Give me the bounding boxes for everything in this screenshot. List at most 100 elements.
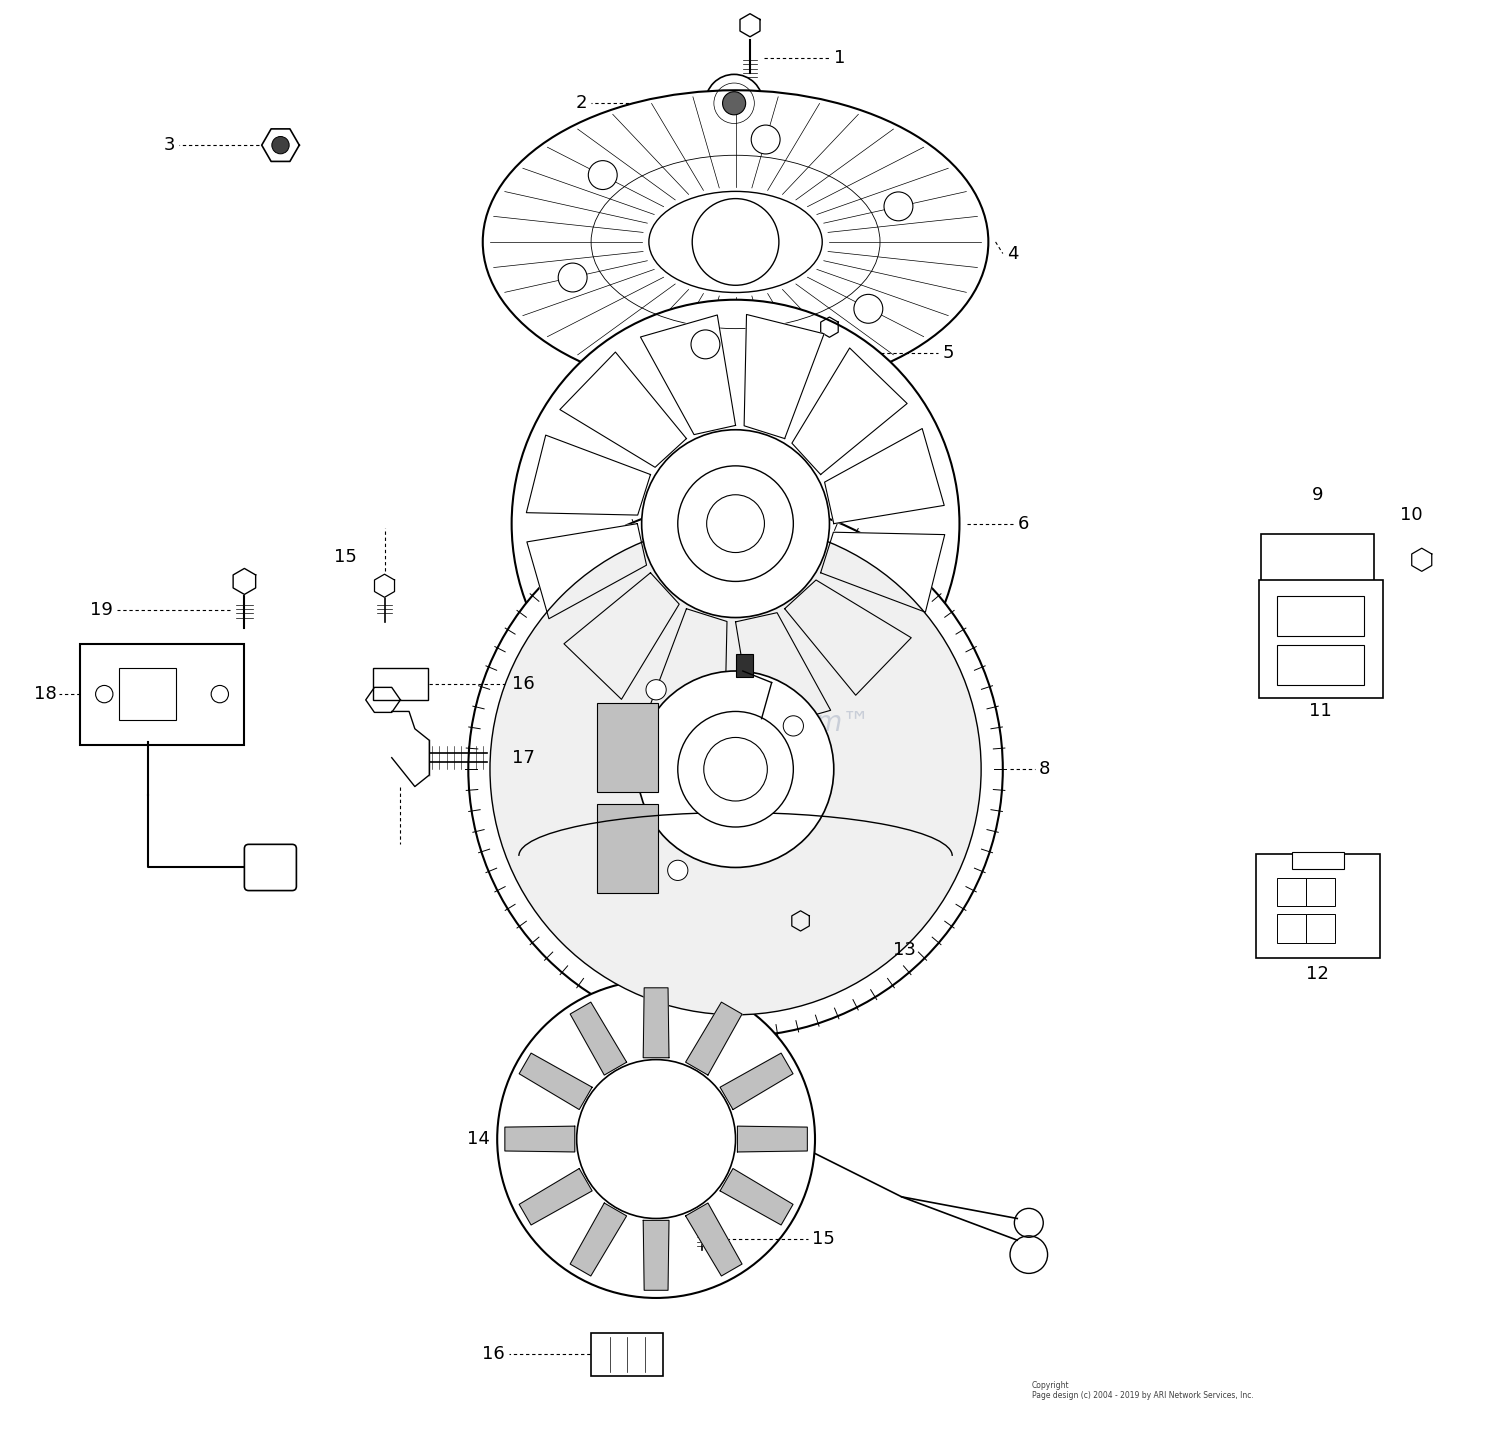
Polygon shape <box>738 1126 807 1152</box>
Ellipse shape <box>483 90 988 393</box>
Polygon shape <box>792 348 908 474</box>
Circle shape <box>490 523 981 1015</box>
Circle shape <box>646 680 666 700</box>
Polygon shape <box>744 314 824 438</box>
Text: 3: 3 <box>164 136 176 155</box>
Polygon shape <box>646 609 728 733</box>
Text: 18: 18 <box>34 685 57 703</box>
Polygon shape <box>821 317 839 337</box>
Text: Copyright
Page design (c) 2004 - 2019 by ARI Network Services, Inc.: Copyright Page design (c) 2004 - 2019 by… <box>1032 1381 1254 1400</box>
Polygon shape <box>526 523 646 619</box>
Circle shape <box>512 299 960 748</box>
Polygon shape <box>261 129 300 162</box>
FancyBboxPatch shape <box>735 654 753 677</box>
Circle shape <box>468 502 1004 1037</box>
FancyBboxPatch shape <box>1278 645 1364 685</box>
Text: 11: 11 <box>1310 703 1332 720</box>
FancyBboxPatch shape <box>1256 855 1380 959</box>
Circle shape <box>692 330 720 359</box>
Circle shape <box>692 198 778 285</box>
Text: 16: 16 <box>512 675 534 693</box>
Circle shape <box>558 263 586 292</box>
Text: 12: 12 <box>1306 966 1329 983</box>
Text: ARI PartStream™: ARI PartStream™ <box>630 709 870 737</box>
FancyBboxPatch shape <box>1278 878 1306 907</box>
Text: 15: 15 <box>334 548 357 565</box>
Polygon shape <box>526 435 651 515</box>
Polygon shape <box>644 1220 669 1290</box>
Polygon shape <box>392 711 429 787</box>
Text: 19: 19 <box>90 602 112 619</box>
Text: 13: 13 <box>892 941 916 959</box>
FancyBboxPatch shape <box>597 804 657 894</box>
Ellipse shape <box>650 191 822 292</box>
FancyBboxPatch shape <box>1278 914 1306 943</box>
Circle shape <box>588 161 616 189</box>
FancyBboxPatch shape <box>244 844 297 891</box>
Polygon shape <box>640 315 735 435</box>
Circle shape <box>704 737 768 801</box>
Circle shape <box>705 74 764 132</box>
Polygon shape <box>375 574 394 597</box>
Polygon shape <box>720 1053 794 1109</box>
Circle shape <box>496 980 814 1299</box>
Text: 6: 6 <box>1017 515 1029 532</box>
FancyBboxPatch shape <box>597 703 657 792</box>
Text: 7: 7 <box>849 656 861 674</box>
FancyBboxPatch shape <box>374 668 427 700</box>
FancyBboxPatch shape <box>1292 852 1344 869</box>
Polygon shape <box>232 568 255 594</box>
Circle shape <box>211 685 228 703</box>
FancyBboxPatch shape <box>1258 580 1383 698</box>
Circle shape <box>96 685 112 703</box>
Circle shape <box>706 495 765 552</box>
Circle shape <box>884 192 914 221</box>
Polygon shape <box>686 1203 742 1275</box>
Polygon shape <box>694 1207 709 1225</box>
Text: 2: 2 <box>576 94 586 113</box>
Circle shape <box>638 671 834 868</box>
Text: 16: 16 <box>482 1345 504 1364</box>
Polygon shape <box>686 1002 742 1074</box>
Polygon shape <box>519 1053 593 1109</box>
Circle shape <box>783 716 804 736</box>
FancyBboxPatch shape <box>80 643 245 745</box>
Text: 15: 15 <box>812 1229 836 1248</box>
Polygon shape <box>564 573 680 700</box>
Polygon shape <box>570 1002 627 1074</box>
Polygon shape <box>506 1126 574 1152</box>
FancyBboxPatch shape <box>1278 596 1364 636</box>
Text: 8: 8 <box>1040 761 1050 778</box>
Polygon shape <box>821 532 945 612</box>
Polygon shape <box>570 1203 627 1275</box>
Polygon shape <box>1412 548 1432 571</box>
Circle shape <box>576 1060 735 1219</box>
Circle shape <box>668 860 688 881</box>
Circle shape <box>272 136 290 153</box>
FancyBboxPatch shape <box>591 1333 663 1377</box>
Polygon shape <box>644 988 669 1057</box>
Polygon shape <box>792 911 810 931</box>
Polygon shape <box>560 351 687 467</box>
Circle shape <box>723 91 746 114</box>
Text: 1: 1 <box>834 49 844 68</box>
Polygon shape <box>519 1168 593 1225</box>
Text: 5: 5 <box>942 344 954 362</box>
Text: 17: 17 <box>512 749 534 766</box>
Polygon shape <box>784 580 910 696</box>
Polygon shape <box>735 613 831 732</box>
FancyBboxPatch shape <box>1306 914 1335 943</box>
Text: 14: 14 <box>466 1129 490 1148</box>
Circle shape <box>853 295 883 324</box>
Polygon shape <box>740 13 760 36</box>
Text: 10: 10 <box>1401 506 1423 523</box>
Polygon shape <box>825 428 944 523</box>
Circle shape <box>678 466 794 581</box>
Circle shape <box>752 124 780 153</box>
FancyBboxPatch shape <box>1306 878 1335 907</box>
Text: 9: 9 <box>1312 486 1323 503</box>
Polygon shape <box>366 687 400 713</box>
Polygon shape <box>720 1168 794 1225</box>
FancyBboxPatch shape <box>118 668 177 720</box>
Circle shape <box>642 429 830 617</box>
